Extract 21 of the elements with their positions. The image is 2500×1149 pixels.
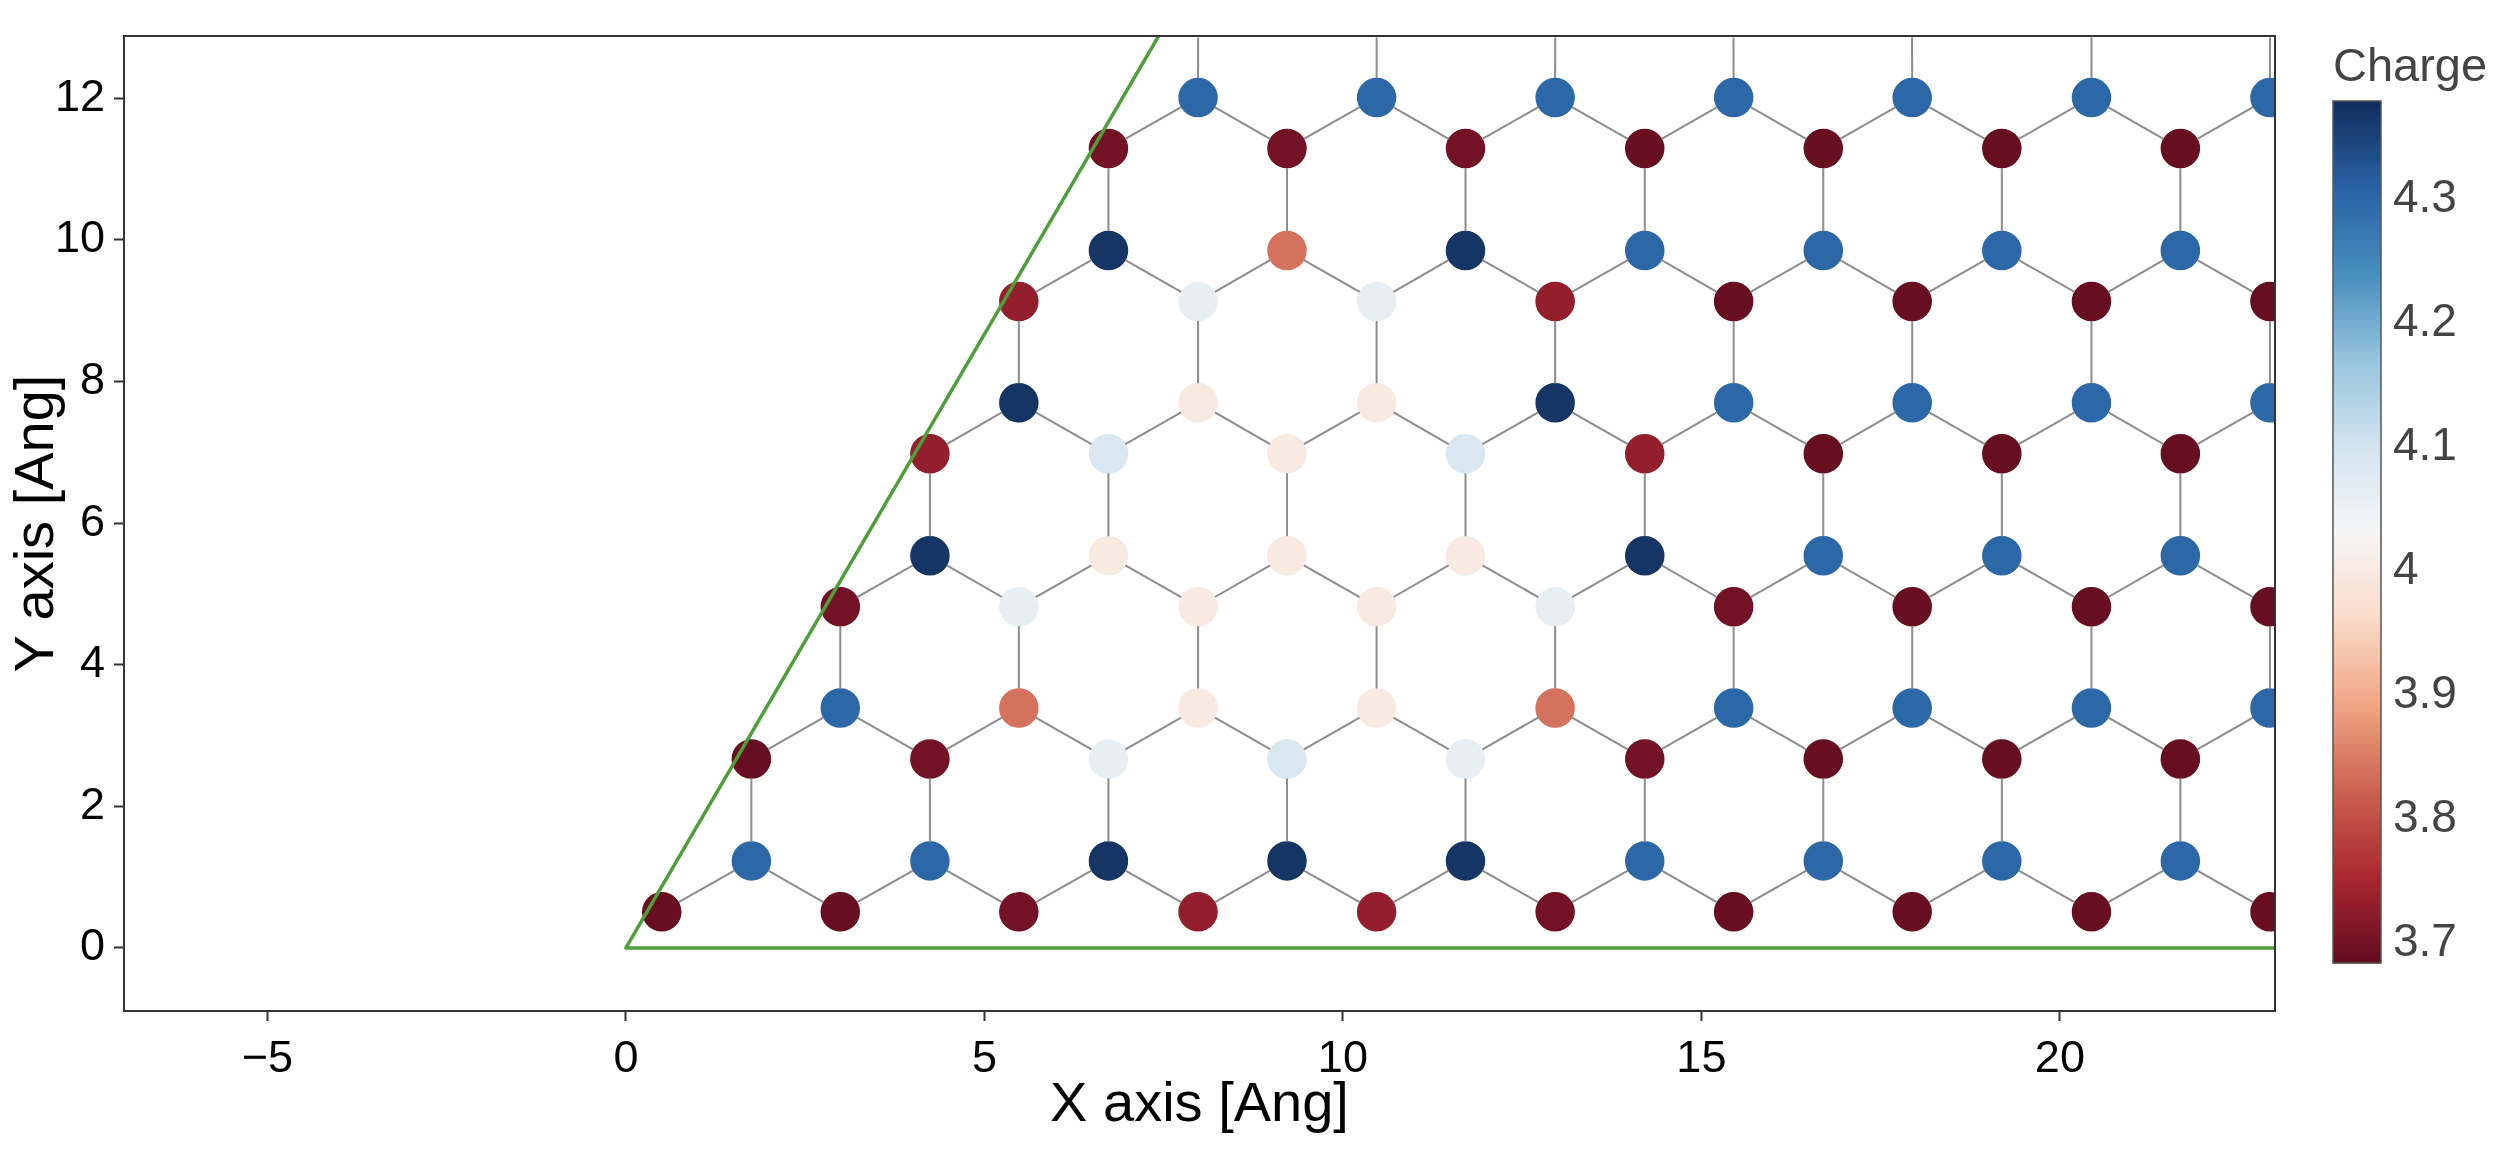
color-bar-label: 3.8 bbox=[2393, 789, 2457, 842]
y-tick-label: 10 bbox=[54, 211, 105, 263]
x-tick-label: 15 bbox=[1676, 1031, 1727, 1083]
y-tick-label: 12 bbox=[54, 69, 105, 121]
color-bar-label: 3.7 bbox=[2393, 913, 2457, 966]
y-tick-label: 8 bbox=[79, 352, 105, 404]
y-tick-label: 6 bbox=[79, 494, 105, 546]
color-bar-title: Charge bbox=[2333, 38, 2488, 91]
color-bar-label: 4.2 bbox=[2393, 293, 2457, 346]
color-bar-label: 4.3 bbox=[2393, 169, 2457, 222]
color-bar-label: 4 bbox=[2393, 541, 2419, 594]
x-tick-label: 20 bbox=[2034, 1031, 2085, 1083]
y-axis-title: Y axis [Ang] bbox=[2, 374, 66, 673]
y-tick-label: 0 bbox=[79, 919, 105, 971]
x-tick-label: 0 bbox=[613, 1031, 639, 1083]
y-tick-label: 2 bbox=[79, 777, 105, 829]
y-tick-label: 4 bbox=[79, 636, 105, 688]
color-bar-label: 3.9 bbox=[2393, 665, 2457, 718]
x-tick-label: 5 bbox=[971, 1031, 997, 1083]
color-bar-label: 4.1 bbox=[2393, 417, 2457, 470]
x-tick-label: −5 bbox=[241, 1031, 294, 1083]
